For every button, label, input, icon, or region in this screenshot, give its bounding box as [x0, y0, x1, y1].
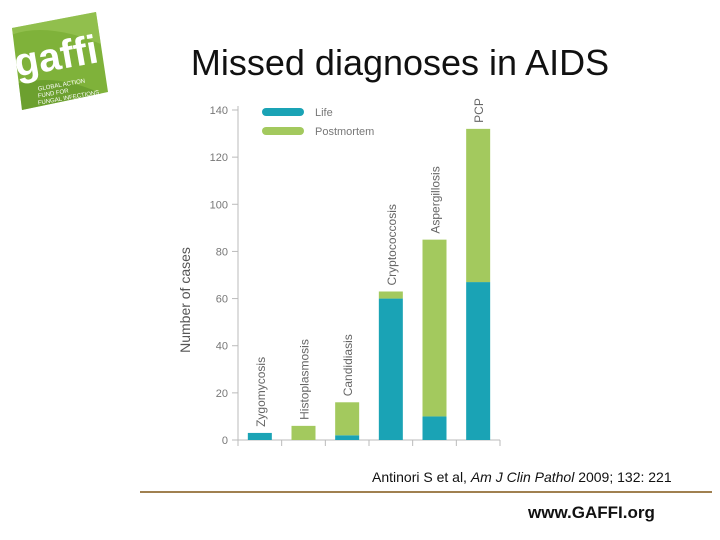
bar-life-zygomycosis — [247, 432, 272, 440]
legend-swatch-postmortem — [262, 127, 304, 135]
category-label-candidiasis: Candidiasis — [341, 334, 355, 396]
citation-authors: Antinori S et al, — [372, 469, 471, 485]
category-label-cryptococcosis: Cryptococcosis — [385, 204, 399, 285]
legend-label-postmortem: Postmortem — [315, 126, 374, 138]
bar-life-pcp — [466, 282, 491, 440]
bar-postmortem-histoplasmosis — [291, 425, 316, 440]
y-tick-label: 120 — [210, 152, 228, 164]
bar-life-candidiasis — [335, 435, 360, 440]
bar-postmortem-aspergillosis — [422, 239, 447, 417]
category-label-histoplasmosis: Histoplasmosis — [298, 339, 312, 420]
gaffi-logo: gaffi GLOBAL ACTION FUND FOR FUNGAL INFE… — [4, 8, 110, 112]
citation: Antinori S et al, Am J Clin Pathol 2009;… — [372, 469, 672, 485]
citation-journal: Am J Clin Pathol — [470, 469, 575, 485]
y-tick-label: 40 — [216, 341, 228, 353]
website-url: www.GAFFI.org — [528, 503, 655, 522]
y-tick-label: 140 — [210, 105, 228, 117]
y-tick-label: 60 — [216, 294, 228, 306]
slide-title: Missed diagnoses in AIDS — [190, 42, 610, 83]
y-tick-label: 100 — [210, 199, 228, 211]
y-tick-label: 0 — [222, 435, 228, 447]
missed-diagnoses-chart: 0 20 40 60 80 100 120 140 Zygomycosis Histoplasm… — [177, 98, 501, 447]
legend-swatch-life — [262, 108, 304, 116]
y-tick-label: 20 — [216, 388, 228, 400]
category-label-pcp: PCP — [472, 98, 486, 123]
bar-life-cryptococcosis — [378, 298, 403, 440]
category-label-aspergillosis: Aspergillosis — [429, 166, 443, 233]
category-label-zygomycosis: Zygomycosis — [254, 357, 268, 427]
bar-postmortem-pcp — [466, 128, 491, 283]
legend-label-life: Life — [315, 107, 333, 119]
bar-life-aspergillosis — [422, 416, 447, 440]
y-tick-label: 80 — [216, 246, 228, 258]
footer-divider — [140, 491, 712, 493]
bar-postmortem-cryptococcosis — [378, 291, 403, 299]
y-axis-label: Number of cases — [177, 247, 193, 353]
citation-details: 2009; 132: 221 — [574, 469, 672, 485]
svg-text:FUND FOR: FUND FOR — [38, 88, 70, 99]
bar-postmortem-candidiasis — [335, 402, 360, 436]
